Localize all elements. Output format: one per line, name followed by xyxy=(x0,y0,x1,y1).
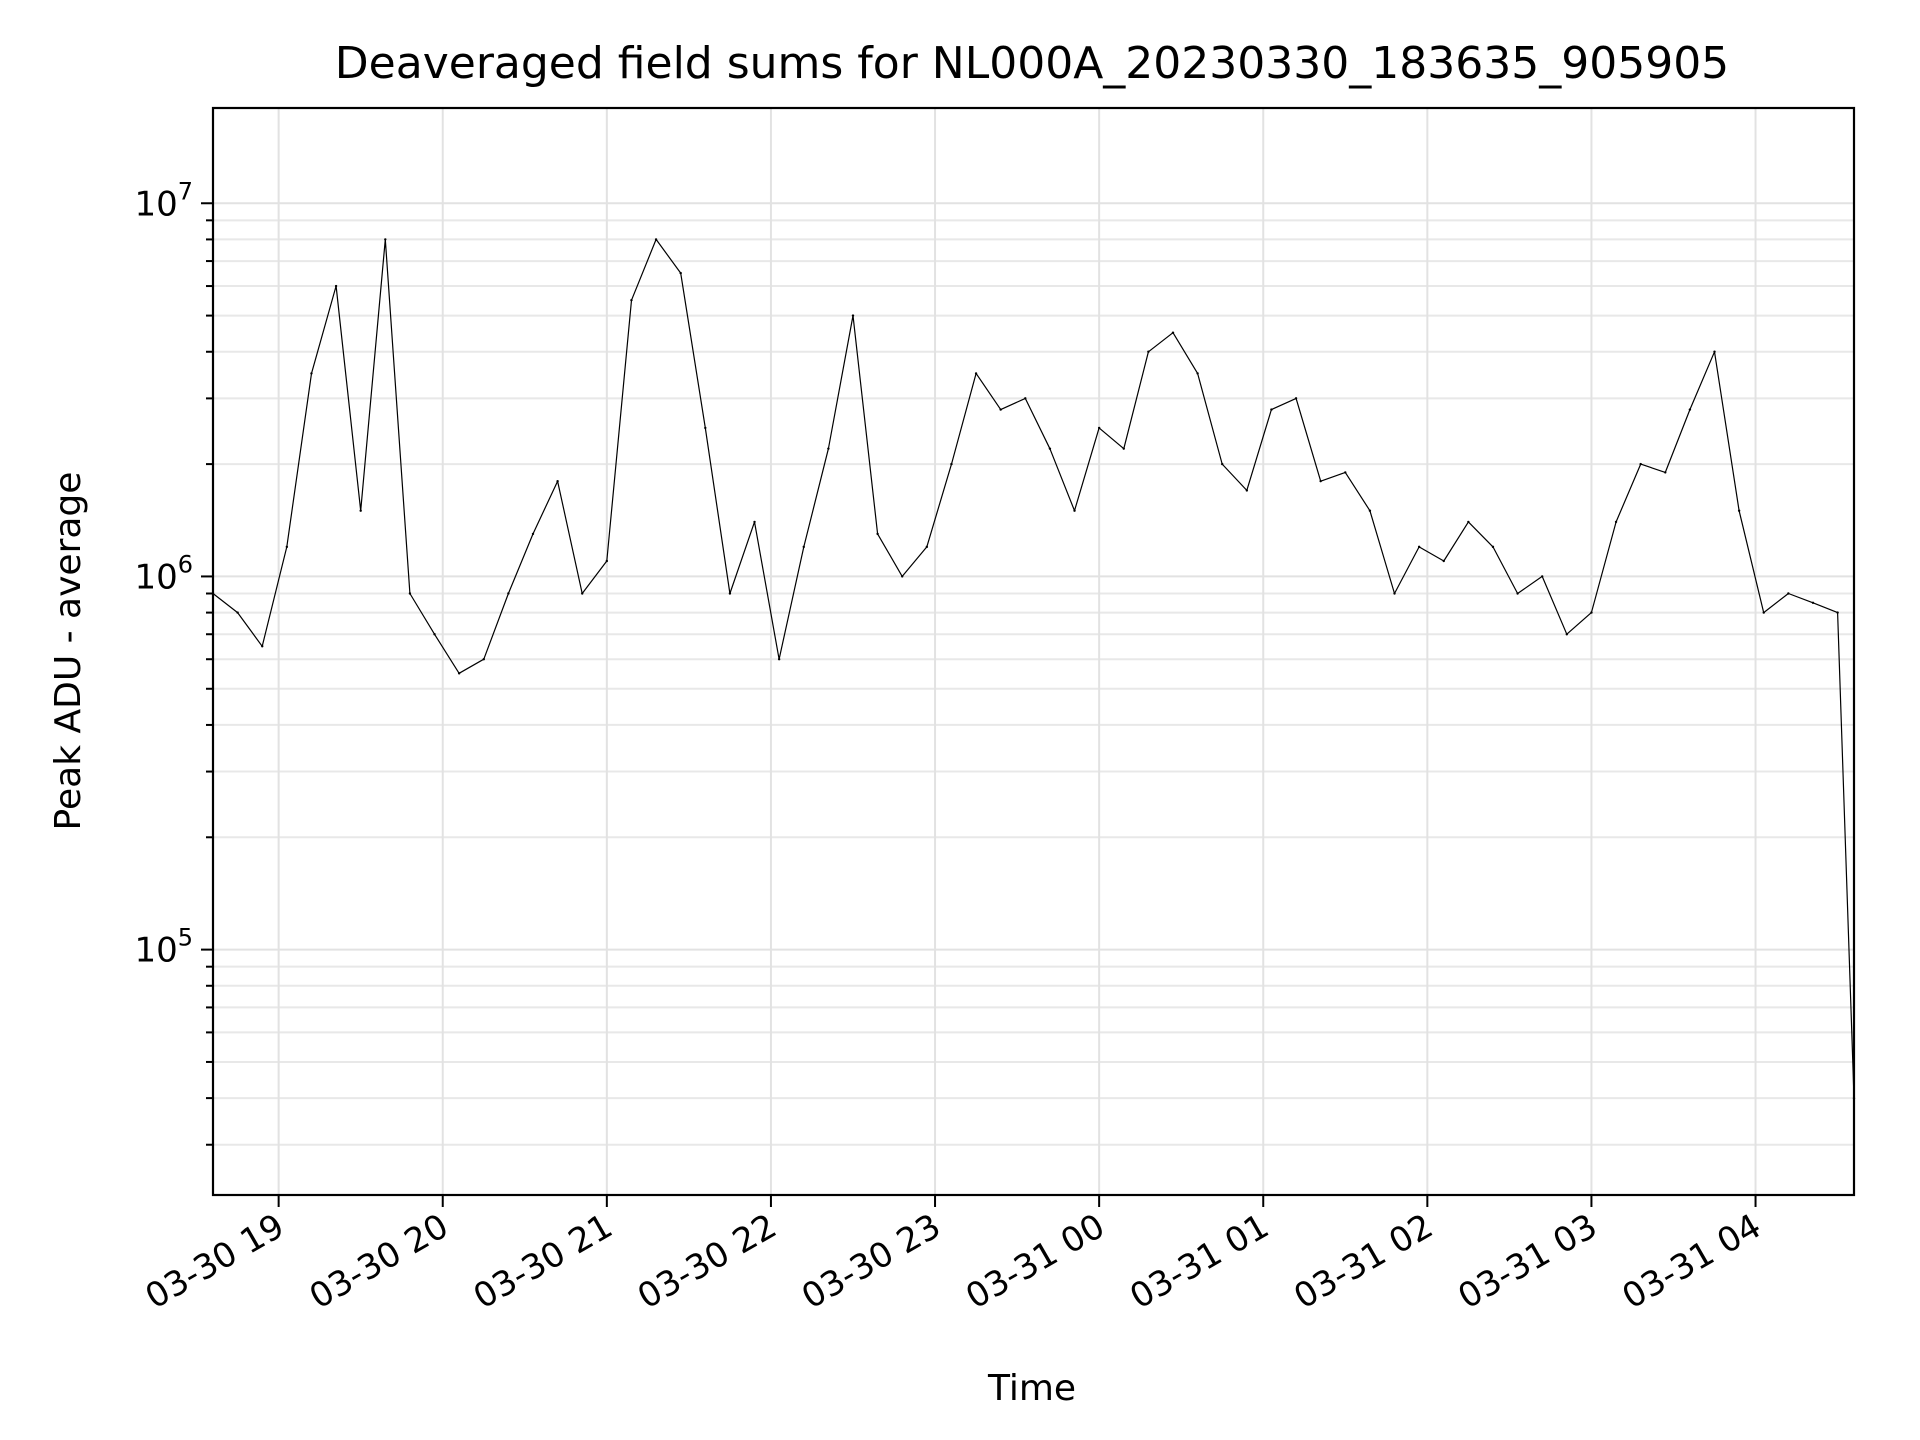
x-tick-label: 03-30 20 xyxy=(303,1206,455,1317)
data-point xyxy=(433,633,436,636)
x-tick-label: 03-31 04 xyxy=(1616,1206,1768,1317)
plot-area xyxy=(211,238,1856,1100)
data-point xyxy=(1344,471,1347,474)
data-point xyxy=(1024,397,1027,400)
data-point xyxy=(1245,489,1249,492)
data-point xyxy=(531,532,535,536)
data-point xyxy=(1048,447,1052,450)
data-point xyxy=(777,658,781,661)
data-point xyxy=(1294,397,1298,400)
data-point xyxy=(851,314,855,317)
data-point xyxy=(704,426,707,430)
data-point xyxy=(827,447,830,450)
data-point xyxy=(679,271,682,275)
data-point xyxy=(581,592,584,595)
data-point xyxy=(261,645,264,648)
data-point xyxy=(654,238,658,241)
data-point xyxy=(1713,350,1716,353)
data-point xyxy=(1565,633,1569,636)
series-line xyxy=(212,238,1855,1099)
data-point xyxy=(285,545,289,549)
data-point xyxy=(1836,611,1839,614)
data-point xyxy=(384,238,387,241)
data-point xyxy=(1442,559,1445,563)
x-tick-label: 03-31 03 xyxy=(1452,1206,1604,1317)
y-axis-label: Peak ADU - average xyxy=(48,472,89,831)
data-point xyxy=(1787,592,1790,595)
data-point xyxy=(507,592,510,595)
data-point xyxy=(802,545,805,549)
data-point xyxy=(605,559,609,563)
x-tick-label: 03-30 23 xyxy=(795,1206,947,1317)
x-tick-label: 03-30 22 xyxy=(631,1206,783,1317)
x-tick-label: 03-30 21 xyxy=(467,1206,619,1317)
data-point xyxy=(753,520,756,524)
x-tick-label: 03-31 01 xyxy=(1123,1206,1275,1317)
plot-frame xyxy=(211,106,1856,1197)
data-point xyxy=(1097,426,1101,430)
chart-title: Deaveraged field sums for NL000A_2023033… xyxy=(335,38,1729,89)
data-point xyxy=(901,575,904,578)
data-point xyxy=(1516,592,1519,595)
data-point xyxy=(1541,575,1544,578)
data-point xyxy=(1688,408,1692,411)
data-point xyxy=(1467,520,1470,524)
data-point xyxy=(999,408,1002,411)
data-point xyxy=(1664,471,1667,474)
x-tick-label: 03-31 02 xyxy=(1287,1206,1439,1317)
grid-lines xyxy=(213,108,1854,1195)
data-point xyxy=(950,462,953,466)
y-tick-label: 107 xyxy=(134,177,193,224)
data-point xyxy=(974,372,978,375)
data-point xyxy=(236,611,239,614)
data-point xyxy=(1196,372,1199,375)
data-point xyxy=(925,545,929,549)
data-point xyxy=(1590,611,1593,614)
data-point xyxy=(310,372,313,375)
data-point xyxy=(1122,447,1125,450)
data-point xyxy=(556,479,559,483)
data-point xyxy=(359,509,362,512)
data-point xyxy=(1368,509,1372,512)
data-point xyxy=(1639,462,1642,466)
data-point xyxy=(630,298,633,302)
data-point xyxy=(1171,331,1175,334)
data-point xyxy=(1811,601,1815,604)
x-tick-label: 03-31 00 xyxy=(959,1206,1111,1317)
data-point xyxy=(1221,462,1224,466)
data-point xyxy=(334,284,338,288)
y-tick-label: 106 xyxy=(134,550,193,597)
data-point xyxy=(876,532,879,536)
data-point xyxy=(1762,611,1765,614)
data-point xyxy=(1737,509,1741,512)
data-point xyxy=(728,592,732,595)
data-point xyxy=(1614,520,1618,524)
data-point xyxy=(1073,509,1076,512)
data-point xyxy=(1270,408,1273,411)
data-point xyxy=(408,592,412,595)
data-point xyxy=(1147,350,1150,353)
x-axis-label: Time xyxy=(987,1368,1076,1409)
data-point xyxy=(1319,479,1322,483)
data-point xyxy=(1393,592,1396,595)
data-point xyxy=(1491,545,1495,549)
x-tick-label: 03-30 19 xyxy=(139,1206,291,1317)
data-point xyxy=(482,658,485,661)
y-tick-label: 105 xyxy=(134,924,193,971)
data-point xyxy=(1417,545,1421,549)
data-point xyxy=(457,672,461,675)
